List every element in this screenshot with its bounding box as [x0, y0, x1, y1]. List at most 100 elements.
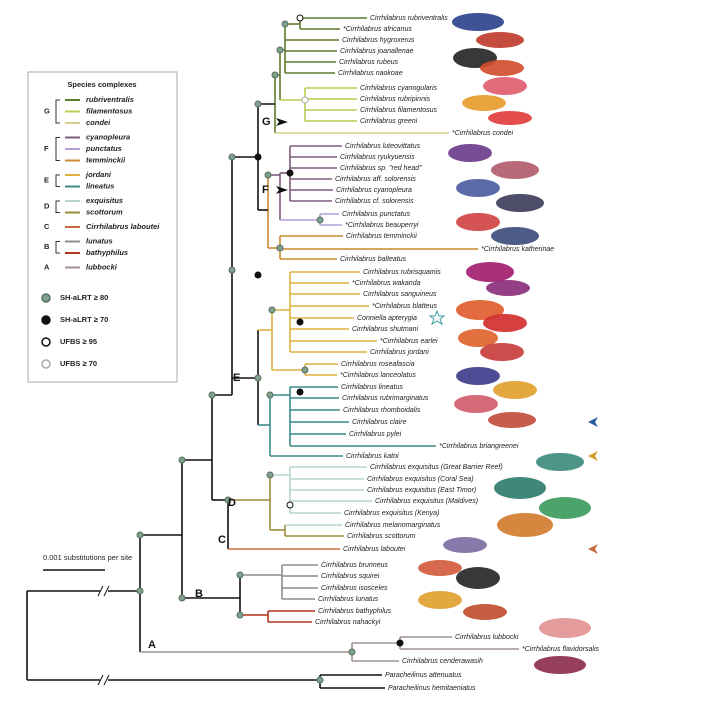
clade-label: C: [218, 534, 226, 546]
tip-label: Cirrhilabrus rubripinnis: [360, 96, 431, 103]
tip-label: Cirrhilabrus joanallenae: [340, 48, 414, 55]
legend-title: Species complexes: [67, 80, 136, 89]
legend-item: jordani: [85, 170, 112, 179]
legend-bracket: [55, 241, 60, 254]
fish-illustration: [458, 329, 498, 347]
fish-illustration: [456, 567, 500, 589]
tip-label: Cirrhilabrus aff. solorensis: [335, 176, 416, 183]
fish-illustration: [456, 213, 500, 231]
support-node: [224, 496, 232, 504]
tip-label: *Cirrhilabrus lanceolatus: [340, 372, 416, 379]
clade-label: D: [228, 497, 236, 509]
clade-label: G: [262, 116, 271, 128]
fish-illustration: [488, 412, 536, 428]
support-node: [281, 20, 289, 28]
tip-label: *Cirrhilabrus katherinae: [481, 246, 554, 253]
tip-label: Cirrhilabrus laboutei: [343, 546, 406, 553]
support-node: [301, 96, 309, 104]
support-node: [254, 271, 262, 279]
legend-letter: C: [44, 222, 50, 231]
legend-bracket: [55, 99, 60, 124]
clade-label: A: [148, 639, 156, 651]
tip-label: *Cirrhilabrus blatteus: [372, 303, 437, 310]
support-node: [348, 648, 356, 656]
tip-label: Cirrhilabrus luteovittatus: [345, 143, 421, 150]
legend-letter: B: [44, 242, 50, 251]
support-node: [136, 531, 144, 539]
support-node: [266, 471, 274, 479]
tip-label: Cirrhilabrus hygroxerus: [342, 37, 415, 44]
support-node: [296, 14, 304, 22]
fish-illustration: [491, 161, 539, 179]
tip-label: Cirrhilabrus rubriventralis: [370, 15, 448, 22]
tip-label: *Cirrhilabrus beauperryi: [345, 222, 419, 229]
support-node: [276, 46, 284, 54]
legend-bracket: [55, 174, 60, 187]
branch: [103, 674, 110, 686]
tip-label: Cirrhilabrus rubrisquamis: [363, 269, 441, 276]
fish-illustration: [480, 60, 524, 76]
legend-item: filamentosus: [86, 106, 132, 115]
support-node: [266, 391, 274, 399]
tip-label: *Cirrhilabrus briangreenei: [439, 443, 519, 450]
legend-support: UFBS ≥ 95: [60, 337, 97, 346]
tip-label: Cirrhilabrus nahackyi: [315, 619, 381, 626]
scale-bar-label: 0.001 substitutions per site: [43, 553, 132, 562]
clade-arrow: [276, 118, 288, 126]
support-node: [236, 611, 244, 619]
legend-item: lineatus: [86, 181, 114, 190]
fish-illustration: [493, 381, 537, 399]
fish-illustration: [418, 560, 462, 576]
support-node: [208, 391, 216, 399]
legend-item: bathyphilus: [86, 248, 128, 257]
fish-illustration: [462, 95, 506, 111]
support-node: [228, 266, 236, 274]
fish-illustration: [443, 537, 487, 553]
support-node: [301, 366, 309, 374]
legend-item: punctatus: [85, 144, 122, 153]
legend-item: cyanopleura: [86, 132, 130, 141]
tip-label: *Cirrhilabrus wakanda: [352, 280, 421, 287]
tip-label: Cirrhilabrus balteatus: [340, 256, 407, 263]
tip-label: Paracheilinus attenuatus: [385, 672, 462, 679]
fish-illustration: [483, 77, 527, 95]
tip-label: Cirrhilabrus lineatus: [341, 384, 403, 391]
tip-label: Cirrhilabrus rhomboidalis: [343, 407, 421, 414]
tip-label: Cirrhilabrus exquisitus (Kenya): [344, 510, 439, 517]
legend-item: rubriventralis: [86, 95, 134, 104]
tip-label: Cirrhilabrus exquisitus (East Timor): [367, 487, 476, 494]
tip-label: Cirrhilabrus shutmani: [352, 326, 419, 333]
branch: [97, 674, 104, 686]
legend-item: condei: [86, 118, 111, 127]
fish-illustration: [488, 111, 532, 125]
tip-label: Cirrhilabrus sanguineus: [363, 291, 437, 298]
fish-illustration: [494, 477, 546, 499]
legend-bracket: [55, 200, 60, 213]
branch: [97, 585, 104, 597]
support-node: [286, 169, 294, 177]
tip-label: Cirrhilabrus sp. "red head": [340, 165, 422, 172]
tip-label: Cirrhilabrus cenderawasih: [402, 658, 483, 665]
tip-label: Cirrhilabrus cyanopleura: [336, 187, 412, 194]
tip-label: *Cirrhilabrus condei: [452, 130, 514, 137]
fish-illustration: [486, 280, 530, 296]
tip-label: Conniella apterygia: [357, 315, 417, 322]
tip-label: *Cirrhilabrus flavidorsalis: [522, 646, 600, 653]
support-node: [268, 306, 276, 314]
support-node: [228, 153, 236, 161]
legend-support: SH-aLRT ≥ 70: [60, 315, 108, 324]
legend-support: UFBS ≥ 70: [60, 359, 97, 368]
tip-label: Cirrhilabrus jordani: [370, 349, 429, 356]
tip-label: *Cirrhilabrus africanus: [343, 26, 412, 33]
legend-symbol: [41, 359, 51, 369]
tip-label: Cirrhilabrus scottorum: [347, 533, 416, 540]
support-node: [316, 216, 324, 224]
support-node: [396, 639, 404, 647]
fish-illustration: [448, 144, 492, 162]
legend-item: lubbocki: [86, 262, 118, 271]
fish-illustration: [456, 300, 504, 320]
fish-illustration: [456, 367, 500, 385]
fish-illustration: [454, 395, 498, 413]
tip-label: Cirrhilabrus exquisitus (Maldives): [375, 498, 478, 505]
